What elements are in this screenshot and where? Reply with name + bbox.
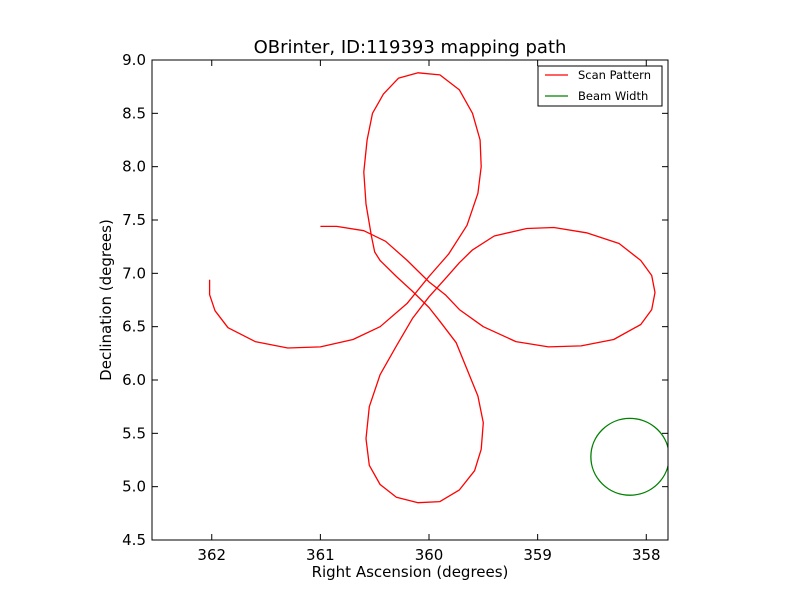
y-tick-label: 6.5 (122, 318, 146, 336)
x-tick-label: 360 (415, 546, 444, 564)
y-tick-label: 7.5 (122, 211, 146, 229)
scan-pattern-line (208, 72, 656, 504)
x-axis-ticks: 362 361 360 359 358 (197, 60, 661, 564)
y-tick-label: 8.0 (122, 158, 146, 176)
y-tick-label: 5.5 (122, 424, 146, 442)
beam-layer (590, 417, 668, 496)
y-axis-ticks: 4.5 5.0 5.5 6.0 6.5 7.0 7.5 8.0 8.5 9.0 (122, 51, 668, 549)
y-tick-label: 8.5 (122, 104, 146, 122)
y-tick-label: 6.0 (122, 371, 146, 389)
legend-label-scan-pattern: Scan Pattern (578, 68, 651, 82)
x-axis-label: Right Ascension (degrees) (312, 563, 509, 581)
plot-area: 362 361 360 359 358 4.5 5.0 5.5 6.0 6.5 7.0 7.5 8.0… (122, 51, 669, 564)
scan-layer (208, 72, 656, 504)
legend-label-beam-width: Beam Width (578, 89, 648, 103)
x-tick-label: 358 (632, 546, 661, 564)
axes-frame (151, 59, 669, 541)
y-tick-label: 5.0 (122, 478, 146, 496)
y-tick-label: 9.0 (122, 51, 146, 69)
legend: Scan Pattern Beam Width (537, 65, 663, 107)
chart-title: OBrinter, ID:119393 mapping path (254, 37, 567, 58)
x-tick-label: 362 (197, 546, 226, 564)
legend-box (537, 65, 663, 107)
beam-width-circle (590, 417, 668, 496)
x-tick-label: 359 (523, 546, 552, 564)
y-tick-label: 4.5 (122, 531, 146, 549)
y-axis-label: Declination (degrees) (97, 219, 115, 381)
y-tick-label: 7.0 (122, 264, 146, 282)
x-tick-label: 361 (306, 546, 335, 564)
